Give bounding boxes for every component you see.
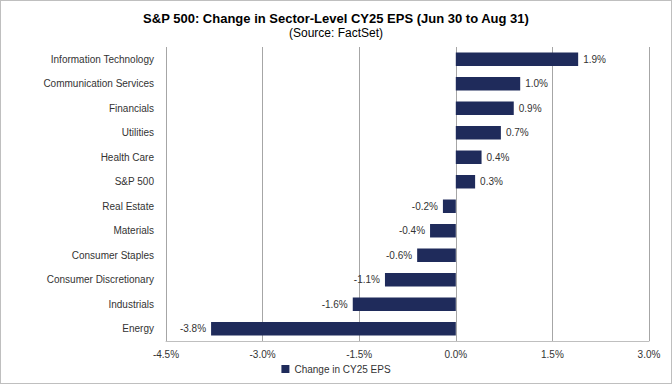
svg-text:Industrials: Industrials xyxy=(108,299,154,310)
svg-text:Consumer Staples: Consumer Staples xyxy=(72,250,154,261)
svg-text:-0.2%: -0.2% xyxy=(412,201,438,212)
svg-text:Change in CY25 EPS: Change in CY25 EPS xyxy=(294,364,391,375)
svg-text:1.5%: 1.5% xyxy=(541,349,564,360)
svg-text:0.0%: 0.0% xyxy=(444,349,467,360)
svg-text:S&P 500: S&P 500 xyxy=(115,176,155,187)
svg-text:Information Technology: Information Technology xyxy=(51,54,154,65)
svg-text:-0.4%: -0.4% xyxy=(399,225,425,236)
svg-text:-0.6%: -0.6% xyxy=(386,250,412,261)
svg-text:Materials: Materials xyxy=(113,225,154,236)
svg-text:0.3%: 0.3% xyxy=(480,176,503,187)
svg-text:-1.5%: -1.5% xyxy=(346,349,372,360)
svg-text:(Source: FactSet): (Source: FactSet) xyxy=(289,26,383,40)
svg-text:-1.6%: -1.6% xyxy=(322,299,348,310)
svg-text:Financials: Financials xyxy=(109,103,154,114)
svg-text:Consumer Discretionary: Consumer Discretionary xyxy=(47,274,154,285)
svg-text:Communication Services: Communication Services xyxy=(43,78,154,89)
svg-text:Utilities: Utilities xyxy=(122,127,154,138)
svg-text:-4.5%: -4.5% xyxy=(153,349,179,360)
svg-text:0.4%: 0.4% xyxy=(487,152,510,163)
svg-text:Health Care: Health Care xyxy=(101,152,155,163)
svg-text:-3.0%: -3.0% xyxy=(250,349,276,360)
svg-text:1.0%: 1.0% xyxy=(525,78,548,89)
svg-text:Real Estate: Real Estate xyxy=(102,201,154,212)
svg-text:S&P 500: Change in Sector-Leve: S&P 500: Change in Sector-Level CY25 EPS… xyxy=(143,11,529,26)
svg-text:0.7%: 0.7% xyxy=(506,127,529,138)
svg-text:-3.8%: -3.8% xyxy=(180,323,206,334)
svg-text:3.0%: 3.0% xyxy=(638,349,661,360)
svg-text:-1.1%: -1.1% xyxy=(354,274,380,285)
svg-text:Energy: Energy xyxy=(122,323,154,334)
svg-text:0.9%: 0.9% xyxy=(519,103,542,114)
svg-text:1.9%: 1.9% xyxy=(583,54,606,65)
